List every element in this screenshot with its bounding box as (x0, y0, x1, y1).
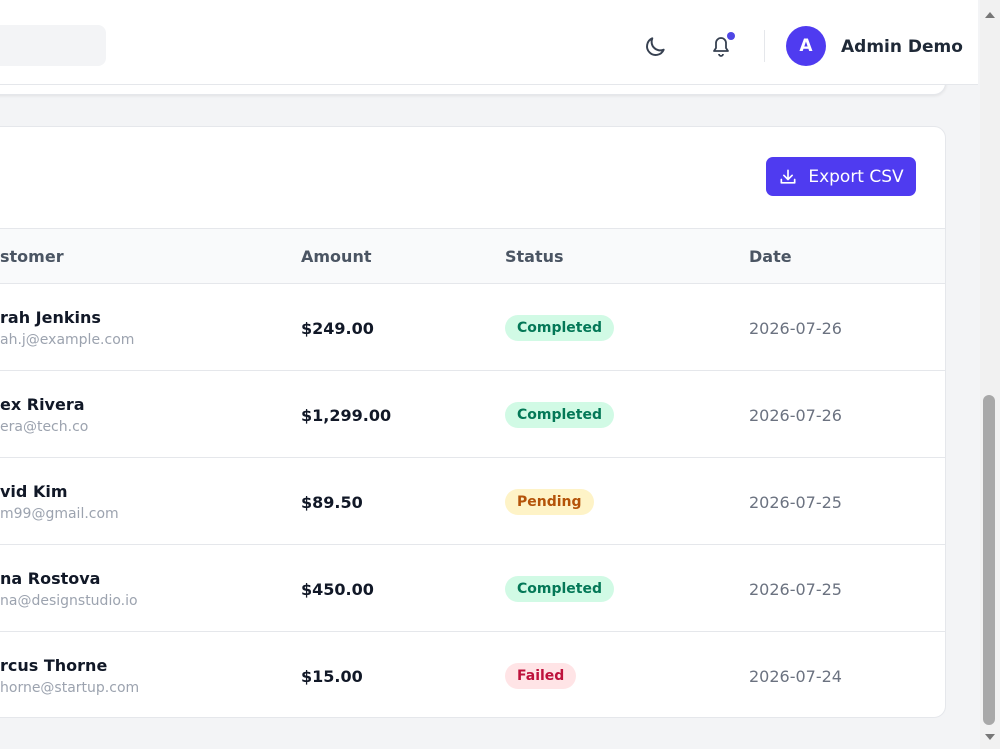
date: 2026-07-25 (749, 493, 842, 512)
amount: $15.00 (301, 667, 363, 686)
column-header: Status (505, 247, 564, 266)
table-row (0, 284, 945, 371)
notifications[interactable] (706, 30, 736, 60)
table-header (0, 228, 945, 284)
column-header: Amount (301, 247, 372, 266)
customer-name: rcus Thorne (0, 656, 108, 675)
amount: $89.50 (301, 493, 363, 512)
status-badge: Failed (505, 663, 577, 689)
top-bar (0, 0, 978, 85)
amount: $450.00 (301, 580, 374, 599)
divider (764, 30, 765, 62)
date: 2026-07-24 (749, 667, 842, 686)
export-label: Export CSV (808, 166, 904, 187)
theme-toggle[interactable] (642, 34, 668, 60)
table-row (0, 371, 945, 458)
date: 2026-07-26 (749, 406, 842, 425)
table-row (0, 545, 945, 632)
date: 2026-07-25 (749, 580, 842, 599)
customer-name: ex Rivera (0, 395, 85, 414)
customer-email: m99@gmail.com (0, 506, 119, 522)
customer-email: era@tech.co (0, 419, 89, 435)
user-name[interactable]: Admin Demo (841, 37, 963, 57)
customer-name: vid Kim (0, 482, 68, 501)
column-header: stomer (0, 247, 64, 266)
customer-email: ah.j@example.com (0, 332, 135, 348)
scroll-down[interactable] (984, 732, 996, 742)
search-box[interactable] (0, 25, 106, 66)
customer-email: horne@startup.com (0, 680, 140, 696)
customer-name: rah Jenkins (0, 308, 101, 327)
date: 2026-07-26 (749, 319, 842, 338)
scroll-up[interactable] (984, 10, 996, 20)
status-badge: Completed (505, 315, 615, 341)
avatar[interactable]: A (786, 26, 826, 66)
status-badge: Completed (505, 576, 615, 602)
table-row (0, 458, 945, 545)
column-header: Date (749, 247, 792, 266)
customer-email: na@designstudio.io (0, 593, 138, 609)
scroll-thumb[interactable] (983, 395, 995, 725)
orders-card (0, 126, 946, 718)
amount: $249.00 (301, 319, 374, 338)
download-icon (780, 169, 796, 184)
status-badge: Pending (505, 489, 594, 515)
export-button[interactable]: Export CSV (766, 157, 916, 196)
customer-name: na Rostova (0, 569, 101, 588)
status-badge: Completed (505, 402, 615, 428)
amount: $1,299.00 (301, 406, 392, 425)
